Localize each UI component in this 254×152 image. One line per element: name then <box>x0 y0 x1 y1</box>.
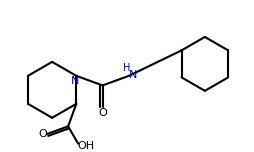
Text: N: N <box>71 76 80 86</box>
Text: OH: OH <box>77 141 95 151</box>
Text: O: O <box>98 108 107 118</box>
Text: H: H <box>123 63 131 73</box>
Text: O: O <box>38 129 47 139</box>
Text: N: N <box>129 70 137 80</box>
